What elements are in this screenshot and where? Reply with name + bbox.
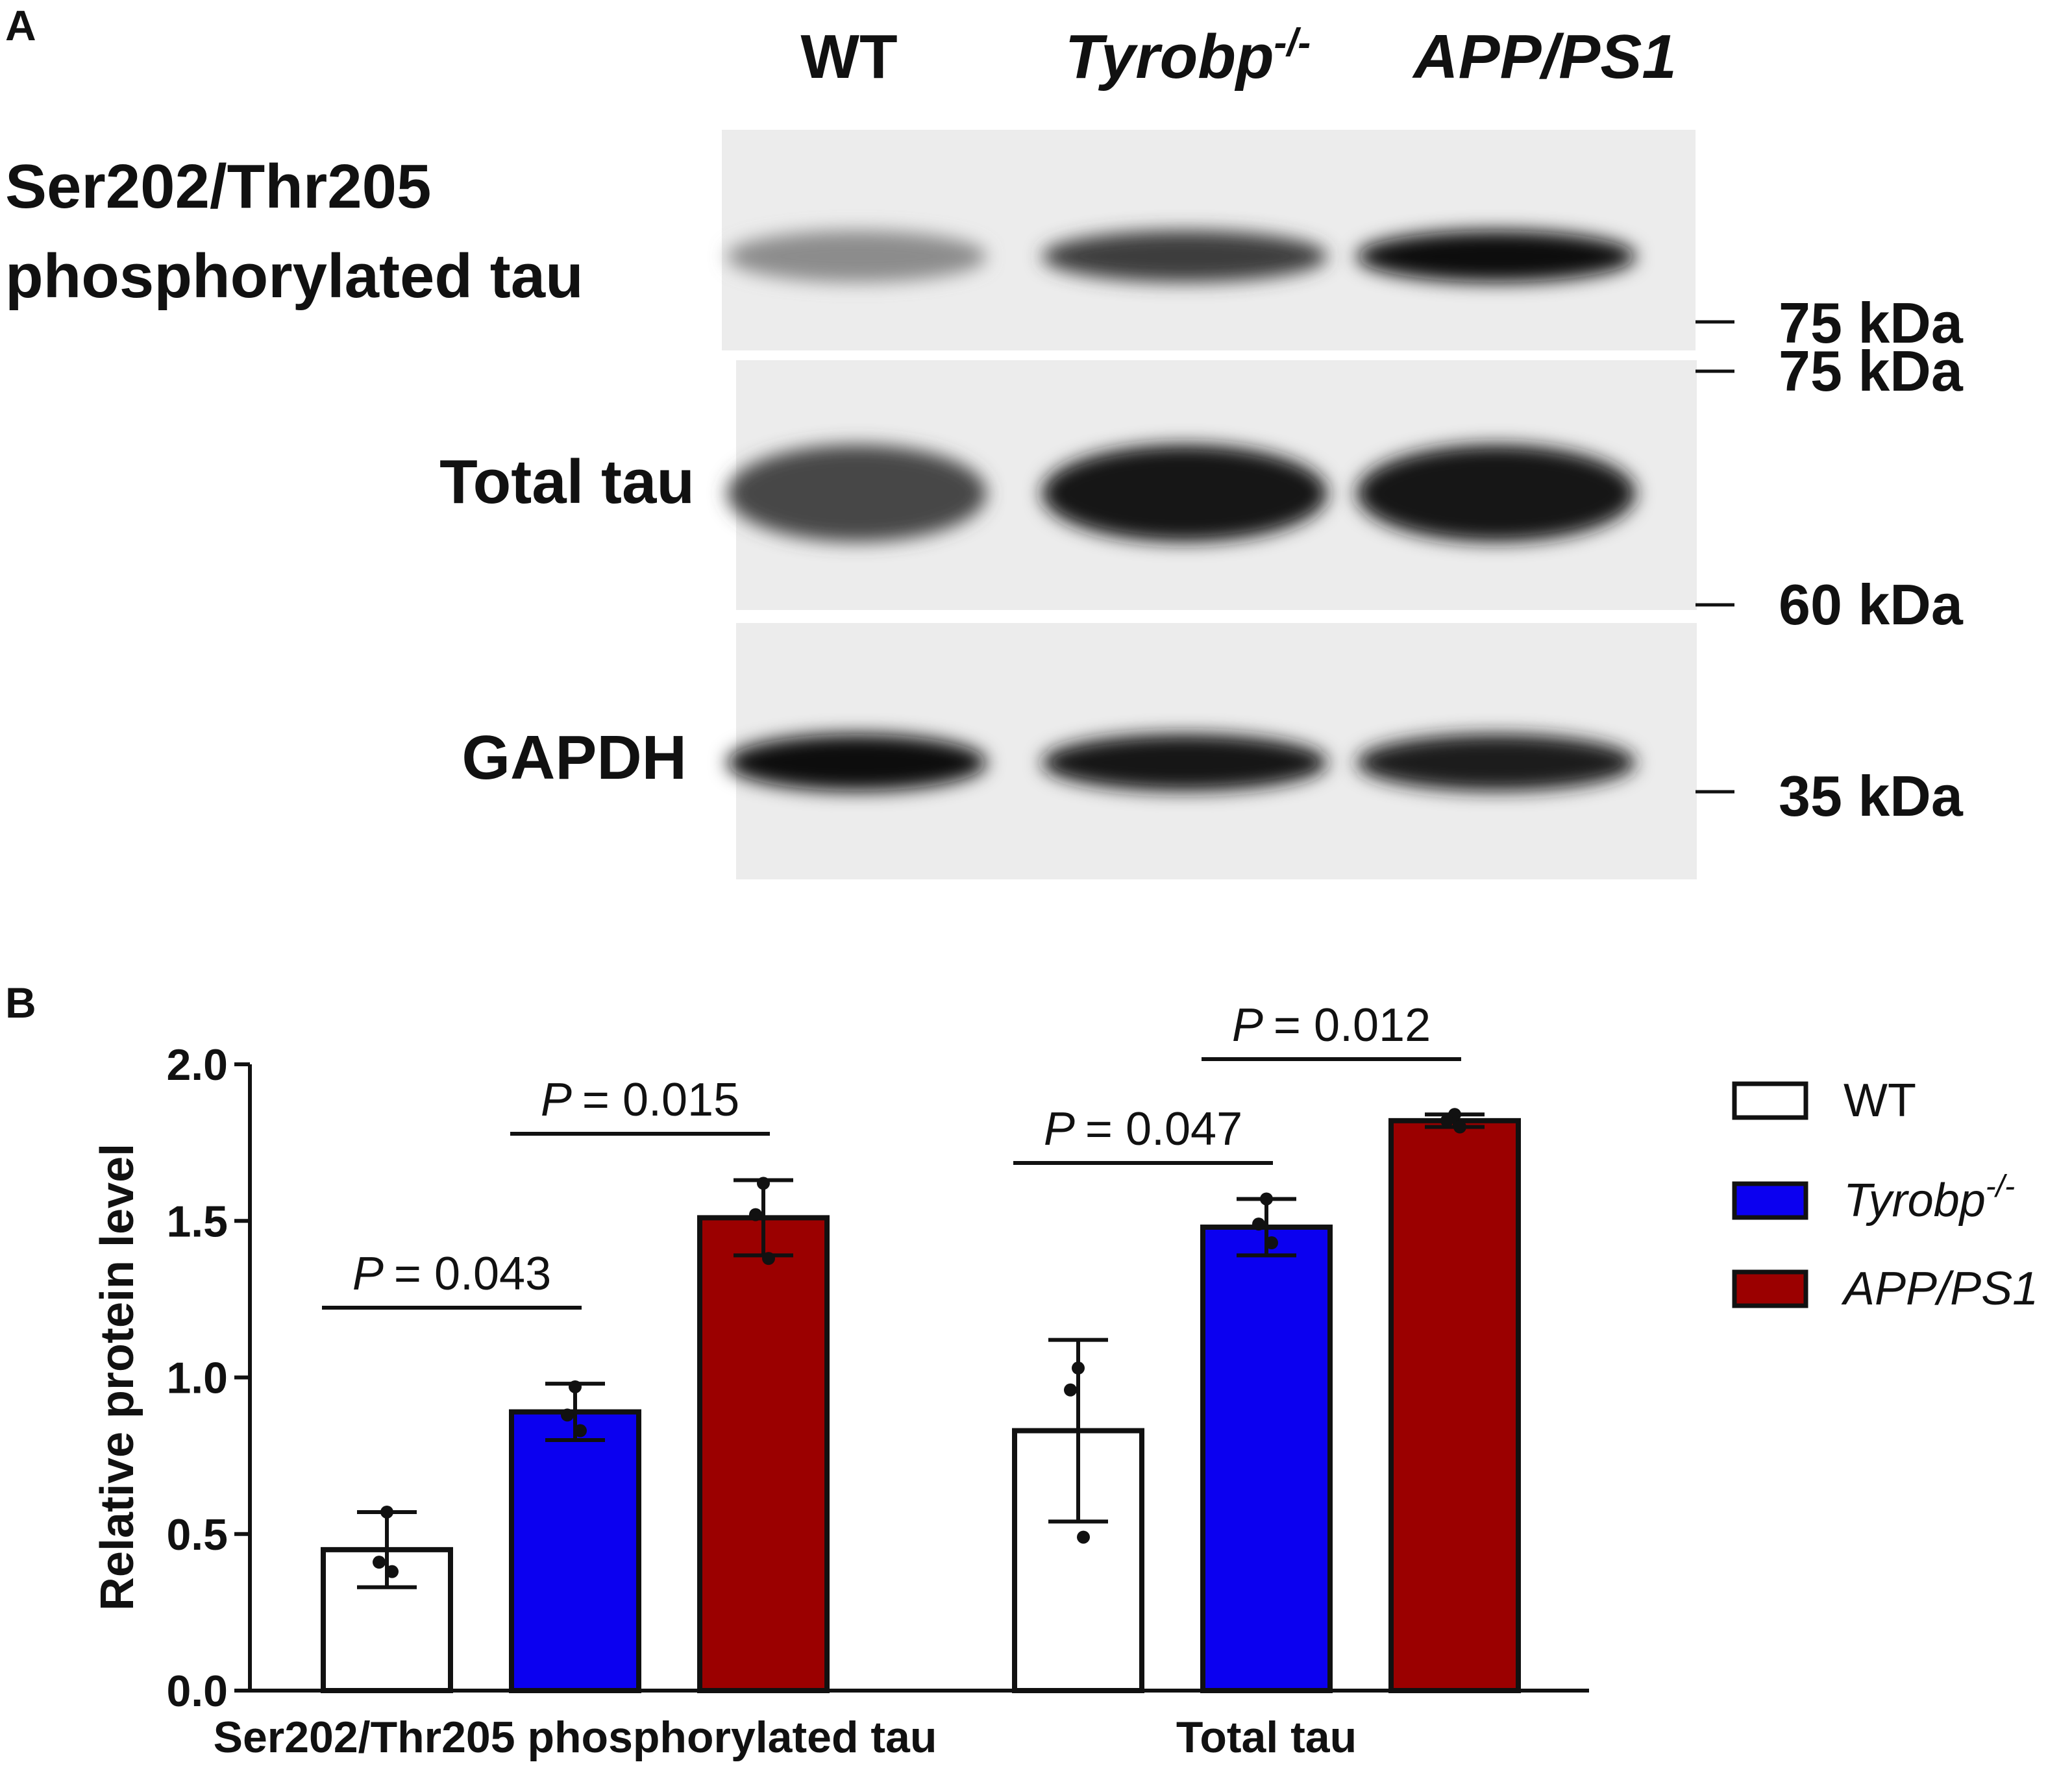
legend-label-sup: -/- <box>1986 1169 2015 1204</box>
panel-b-label: B <box>5 979 36 1027</box>
lane-headers: WT Tyrobp-/- APP/PS1 <box>800 21 1676 92</box>
bar-chart: 0.0 0.5 1.0 1.5 2.0 Relative protein level Ser… <box>92 999 1589 1762</box>
lane-header: APP/PS1 <box>1412 22 1677 92</box>
data-point <box>1265 1236 1278 1250</box>
data-point <box>373 1556 386 1569</box>
p-value-text: = 0.015 <box>582 1074 739 1126</box>
legend-label: APP/PS1 <box>1841 1263 2038 1315</box>
blot-band <box>1357 230 1636 282</box>
lane-header: Tyrobp-/- <box>1065 21 1311 92</box>
blot-band <box>727 230 987 282</box>
bar <box>697 1215 830 1694</box>
legend-swatch <box>1732 1269 1808 1308</box>
data-point <box>1440 1114 1453 1127</box>
p-symbol: P <box>541 1074 572 1126</box>
data-point <box>386 1565 399 1578</box>
lane-header-text: Tyrobp <box>1065 22 1274 92</box>
legend-label: Tyrobp-/- <box>1844 1169 2015 1227</box>
data-point <box>757 1177 770 1190</box>
blot-label-line: Ser202/Thr205 <box>5 152 431 221</box>
lane-header-text: APP/PS1 <box>1412 22 1677 92</box>
p-value-label: P = 0.015 <box>541 1074 739 1126</box>
legend-label-text: Tyrobp <box>1844 1175 1986 1227</box>
p-value-text: = 0.047 <box>1085 1103 1242 1155</box>
blot-band <box>1357 445 1636 542</box>
p-value-text: = 0.012 <box>1274 999 1431 1051</box>
p-value-label: P = 0.043 <box>352 1248 551 1300</box>
lane-header: WT <box>800 22 897 92</box>
blot-label-line: GAPDH <box>462 723 687 792</box>
panel-a: A WT Tyrobp-/- APP/PS1 Ser202/Thr205 phosph… <box>5 1 1964 879</box>
blot-strip: GAPDH 35 kDa <box>462 623 1964 879</box>
p-symbol: P <box>1044 1103 1075 1155</box>
data-point <box>749 1208 762 1221</box>
data-point <box>1252 1217 1265 1231</box>
panel-a-label: A <box>5 1 36 49</box>
blot-label: Total tau <box>439 447 695 517</box>
data-point <box>1453 1120 1466 1134</box>
data-point <box>561 1408 574 1422</box>
legend-label: WT <box>1844 1075 1916 1127</box>
data-point <box>1260 1192 1273 1206</box>
y-tick-label: 0.0 <box>166 1667 228 1716</box>
blot-band <box>1357 734 1636 791</box>
blot-band <box>727 734 987 791</box>
y-axis-label: Relative protein level <box>92 1143 143 1611</box>
bar <box>509 1409 641 1693</box>
blot-label-line: Total tau <box>439 447 695 517</box>
y-tick-label: 2.0 <box>166 1040 228 1090</box>
marker-label: 75 kDa <box>1779 339 1964 403</box>
data-point <box>569 1380 582 1393</box>
panel-b: B 0.0 0.5 1.0 1.5 2.0 Relative protein level S… <box>5 979 2038 1762</box>
blot-label: GAPDH <box>462 723 687 792</box>
p-value-label: P = 0.012 <box>1232 999 1431 1051</box>
data-point <box>1072 1362 1085 1375</box>
blot-strip: Total tau 75 kDa 60 kDa <box>439 339 1964 637</box>
y-tick-label: 1.0 <box>166 1354 228 1403</box>
p-value-label: P = 0.047 <box>1044 1103 1242 1155</box>
data-point <box>762 1252 775 1266</box>
blot-label: Ser202/Thr205 phosphorylated tau <box>5 152 584 311</box>
blot-band <box>1042 445 1327 542</box>
y-tick-label: 1.5 <box>166 1197 228 1246</box>
x-category-label: Ser202/Thr205 phosphorylated tau <box>214 1713 937 1762</box>
p-symbol: P <box>1232 999 1263 1051</box>
legend-item: APP/PS1 <box>1732 1263 2038 1315</box>
marker-label: 75 kDa <box>1779 291 1964 355</box>
lane-header-sup: -/- <box>1274 21 1311 64</box>
lane-header-text: WT <box>800 22 897 92</box>
blot-band <box>1042 230 1327 282</box>
marker-label: 35 kDa <box>1779 764 1964 828</box>
bar <box>1200 1224 1333 1693</box>
legend-item: Tyrobp-/- <box>1732 1169 2015 1227</box>
blot-band <box>1042 734 1327 791</box>
x-category-label: Total tau <box>1176 1713 1357 1762</box>
data-point <box>1077 1530 1090 1544</box>
y-tick-label: 0.5 <box>166 1510 228 1559</box>
data-point <box>1064 1383 1077 1397</box>
blot-band <box>727 445 987 542</box>
data-point <box>574 1424 587 1437</box>
legend-label-text: APP/PS1 <box>1841 1263 2038 1315</box>
blot-label-line: phosphorylated tau <box>5 241 584 311</box>
legend-item: WT <box>1732 1075 1916 1127</box>
chart-legend: WT Tyrobp-/- APP/PS1 <box>1732 1075 2038 1315</box>
legend-swatch <box>1732 1081 1808 1120</box>
data-point <box>380 1505 393 1519</box>
marker-label: 60 kDa <box>1779 572 1964 637</box>
p-value-text: = 0.043 <box>394 1248 551 1300</box>
blot-strip: Ser202/Thr205 phosphorylated tau 75 kDa <box>5 130 1964 355</box>
legend-swatch <box>1732 1181 1808 1220</box>
legend-label-text: WT <box>1844 1075 1916 1127</box>
bar <box>1388 1118 1521 1693</box>
p-symbol: P <box>352 1248 384 1300</box>
